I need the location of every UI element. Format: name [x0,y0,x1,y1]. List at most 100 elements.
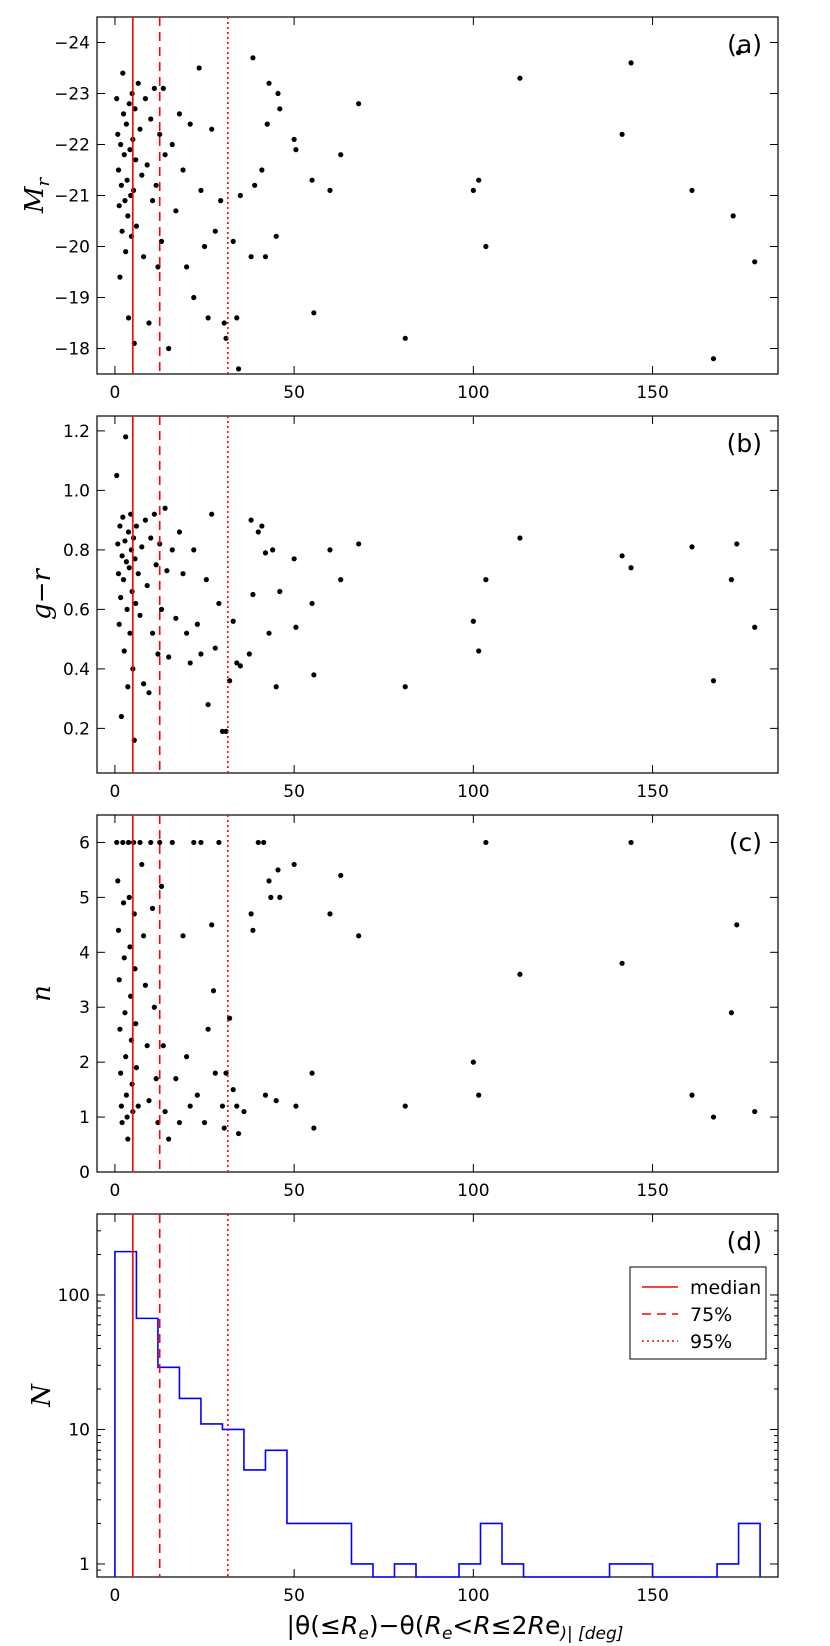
data-point [209,922,215,928]
data-point [212,228,218,234]
data-point [198,187,204,193]
histogram-line [114,1250,761,1578]
data-point [151,511,157,517]
data-point [116,621,122,627]
data-point [139,861,145,868]
data-point [237,663,243,669]
y-tick-label: 10 [68,1420,90,1440]
data-point [262,550,269,556]
data-point [162,152,168,158]
data-point [734,922,740,928]
data-point [127,944,133,950]
data-point [180,933,186,939]
data-point [122,538,128,544]
data-point [476,177,482,183]
data-point [234,315,240,321]
x-axis-label-part: R [473,1611,490,1640]
data-point [166,654,172,660]
data-point [628,60,634,66]
data-point [268,894,274,900]
data-point [628,839,634,846]
data-point [205,315,211,321]
y-tick-label: −20 [54,238,90,258]
data-point [120,111,127,117]
data-point [234,660,240,666]
data-point [266,80,272,86]
plot-frame [96,415,779,774]
y-tick-label: −19 [54,289,90,309]
x-axis-label-part: )−θ( [369,1611,425,1640]
data-point [117,274,123,280]
x-tick-label: 0 [110,782,121,802]
data-point [219,1103,226,1109]
data-point [752,259,758,265]
data-point [187,1103,193,1109]
data-point [619,553,625,559]
data-point [122,1010,128,1016]
data-point [119,1119,125,1126]
data-point [517,75,523,81]
data-point [196,65,202,71]
x-tick-label: 0 [110,383,121,403]
data-point [176,111,183,117]
data-point [252,182,258,188]
data-point [119,228,125,234]
data-point [201,243,208,250]
data-point [115,541,121,547]
data-point [246,651,252,657]
data-point [114,472,120,479]
data-point [734,541,740,547]
data-point [123,121,129,127]
data-point [126,894,132,900]
data-point [293,147,299,153]
data-point [118,1070,124,1076]
data-point [158,883,165,890]
data-point [191,547,197,553]
data-point [218,198,224,204]
y-tick-label: −23 [54,85,90,105]
data-point [230,618,236,624]
data-point [356,101,362,107]
legend-box [629,1266,767,1360]
y-axis-label: Mr [20,176,54,214]
data-point [118,182,124,188]
data-point [148,116,154,122]
data-point [235,1130,242,1137]
data-point [293,1103,299,1109]
y-tick-label: −22 [54,136,90,156]
data-point [115,927,122,933]
data-point [270,547,276,553]
x-axis-label-part: e [545,1611,560,1640]
data-point [194,621,200,627]
data-point [133,1065,140,1071]
data-point [237,192,243,199]
y-tick-label: 0.8 [63,541,90,561]
data-point [470,187,476,193]
data-point [116,977,122,983]
data-point [142,517,148,523]
data-point [327,547,333,553]
y-tick-label: 100 [58,1286,90,1306]
data-point [191,839,197,846]
data-point [151,85,157,91]
y-axis-label: n [27,985,57,1002]
data-point [142,96,148,102]
data-point [309,600,315,607]
data-point [115,571,122,577]
data-point [250,55,256,61]
y-tick-label: 0.6 [63,600,90,620]
y-tick-label: −24 [54,34,90,54]
data-point [275,867,281,873]
data-point [203,577,209,583]
data-point [115,131,121,137]
data-point [710,678,717,684]
data-point [176,529,183,535]
data-point [166,1136,172,1142]
data-point [752,624,758,630]
data-point [125,529,132,535]
data-point [710,1114,717,1120]
data-point [123,249,129,255]
data-point [118,713,124,720]
y-tick-label: 0 [79,1163,90,1183]
data-point [127,147,133,153]
